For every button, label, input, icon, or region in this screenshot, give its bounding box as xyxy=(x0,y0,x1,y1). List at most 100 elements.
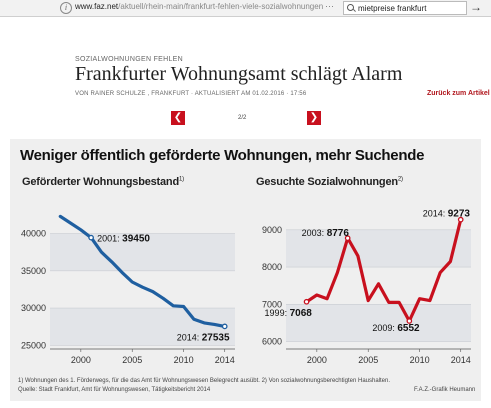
grid-band xyxy=(50,308,235,346)
x-tick-label: 2014 xyxy=(451,355,471,365)
grid-band xyxy=(286,229,471,268)
chart-title-stock: Geförderter Wohnungsbestand1) xyxy=(22,176,184,188)
data-point xyxy=(203,322,205,324)
data-label: 2014: 9273 xyxy=(423,209,471,220)
chevron-right-icon: ❯ xyxy=(309,112,319,123)
more-icon[interactable]: ··· xyxy=(325,1,334,11)
data-label-year: 2003: xyxy=(302,228,327,238)
y-tick-label: 40000 xyxy=(21,229,46,239)
data-label: 2009: 6552 xyxy=(372,323,420,334)
next-page-button[interactable]: ❯ xyxy=(307,111,321,125)
data-point xyxy=(367,299,369,302)
footnote: 1) Wohnungen des 1. Förderwegs, für die … xyxy=(18,378,391,384)
y-tick-label: 8000 xyxy=(262,262,282,272)
annotation-marker xyxy=(303,298,310,305)
data-point xyxy=(111,261,113,263)
data-label: 2003: 8776 xyxy=(302,228,350,239)
annotation-marker xyxy=(344,235,351,241)
annotation-marker xyxy=(457,216,464,223)
url-path: /aktuell/rhein-main/frankfurt-fehlen-vie… xyxy=(118,2,323,11)
data-point xyxy=(80,229,82,231)
search-box[interactable] xyxy=(343,1,467,15)
data-point xyxy=(449,260,452,263)
search-input[interactable] xyxy=(358,2,462,14)
data-point xyxy=(213,323,216,326)
data-point xyxy=(183,305,185,308)
grid-band xyxy=(286,304,471,342)
y-tick-label: 9000 xyxy=(262,225,282,235)
data-point xyxy=(162,297,164,299)
x-tick-label: 2010 xyxy=(174,355,194,365)
data-label-year: 1999: xyxy=(265,308,290,318)
data-point xyxy=(100,251,102,253)
y-tick-label: 6000 xyxy=(262,337,282,347)
data-label-year: 2014: xyxy=(177,332,202,342)
data-point xyxy=(326,298,328,300)
x-tick-label: 2005 xyxy=(122,355,142,365)
article-kicker: SOZIALWOHNUNGEN FEHLEN xyxy=(75,56,183,63)
y-tick-label: 30000 xyxy=(21,303,46,313)
url-field[interactable]: www.faz.net/aktuell/rhein-main/frankfurt… xyxy=(75,2,323,11)
data-point xyxy=(377,283,380,285)
page-title: Frankfurter Wohnungsamt schlägt Alarm xyxy=(75,63,403,85)
chart-title-demand: Gesuchte Sozialwohnungen2) xyxy=(256,176,403,188)
info-icon[interactable]: i xyxy=(60,2,72,14)
data-point xyxy=(388,301,390,304)
data-label: 2001: 39450 xyxy=(97,234,150,245)
previous-page-button[interactable]: ❮ xyxy=(171,111,185,125)
data-point xyxy=(152,291,154,293)
footnote-mark: 1) xyxy=(178,176,184,183)
y-tick-label: 35000 xyxy=(21,266,46,276)
annotation-marker xyxy=(406,318,413,324)
annotation-marker xyxy=(88,234,94,241)
data-point xyxy=(336,272,338,274)
x-tick-label: 2000 xyxy=(71,355,91,365)
chart-housing-demand: 6000 7000 8000 9000 2000 2005 2010 2014 2003: 87… xyxy=(262,209,471,365)
go-arrow-icon[interactable]: → xyxy=(470,0,482,14)
graphic-title: Weniger öffentlich geförderte Wohnungen,… xyxy=(20,147,425,164)
page-indicator: 2/2 xyxy=(238,115,247,121)
data-point xyxy=(357,255,359,257)
data-label: 1999: 7068 xyxy=(265,308,313,319)
data-point xyxy=(193,318,195,320)
chart-housing-stock: 25000 30000 35000 40000 2000 2005 2010 2014 2001… xyxy=(21,214,235,365)
url-host: www.faz.net xyxy=(75,2,119,11)
chart-title-stock-text: Geförderter Wohnungsbestand xyxy=(22,176,179,188)
data-point xyxy=(121,271,123,273)
search-icon xyxy=(347,4,354,11)
grid-band xyxy=(50,233,235,271)
x-tick-label: 2000 xyxy=(307,355,327,365)
series-line xyxy=(304,218,463,323)
x-tick-label: 2014 xyxy=(215,355,235,365)
chart-title-demand-text: Gesuchte Sozialwohnungen xyxy=(256,176,398,188)
chevron-left-icon: ❮ xyxy=(173,112,183,123)
data-point xyxy=(131,281,133,283)
data-label-value: 8776 xyxy=(327,228,350,239)
source-note: Quelle: Stadt Frankfurt, Amt für Wohnung… xyxy=(18,387,211,393)
y-tick-label: 7000 xyxy=(262,299,282,309)
x-tick-label: 2005 xyxy=(358,355,378,365)
data-point xyxy=(172,305,174,307)
data-label-value: 9273 xyxy=(448,209,471,220)
data-label-value: 7068 xyxy=(290,308,313,319)
data-point xyxy=(141,286,144,288)
y-tick-label: 25000 xyxy=(21,340,46,350)
data-point xyxy=(316,294,318,296)
data-point xyxy=(419,298,421,300)
annotation-marker xyxy=(221,323,228,330)
data-point xyxy=(439,272,441,274)
data-label-year: 2014: xyxy=(423,209,448,219)
footnote-mark: 2) xyxy=(397,176,403,183)
data-label-year: 2001: xyxy=(97,234,122,244)
data-label-year: 2009: xyxy=(372,323,397,333)
data-point xyxy=(429,299,431,302)
data-label: 2014: 27535 xyxy=(177,332,230,343)
infographic: Weniger öffentlich geförderte Wohnungen,… xyxy=(10,139,481,401)
back-to-article-link[interactable]: Zurück zum Artikel xyxy=(427,90,490,97)
graphic-credit: F.A.Z.-Grafik Heumann xyxy=(414,387,476,393)
data-point xyxy=(69,222,72,224)
browser-url-bar: i www.faz.net/aktuell/rhein-main/frankfu… xyxy=(0,0,491,17)
data-point xyxy=(59,215,61,217)
data-point xyxy=(398,301,400,304)
byline: VON RAINER SCHULZE , FRANKFURT · AKTUALI… xyxy=(75,91,307,97)
